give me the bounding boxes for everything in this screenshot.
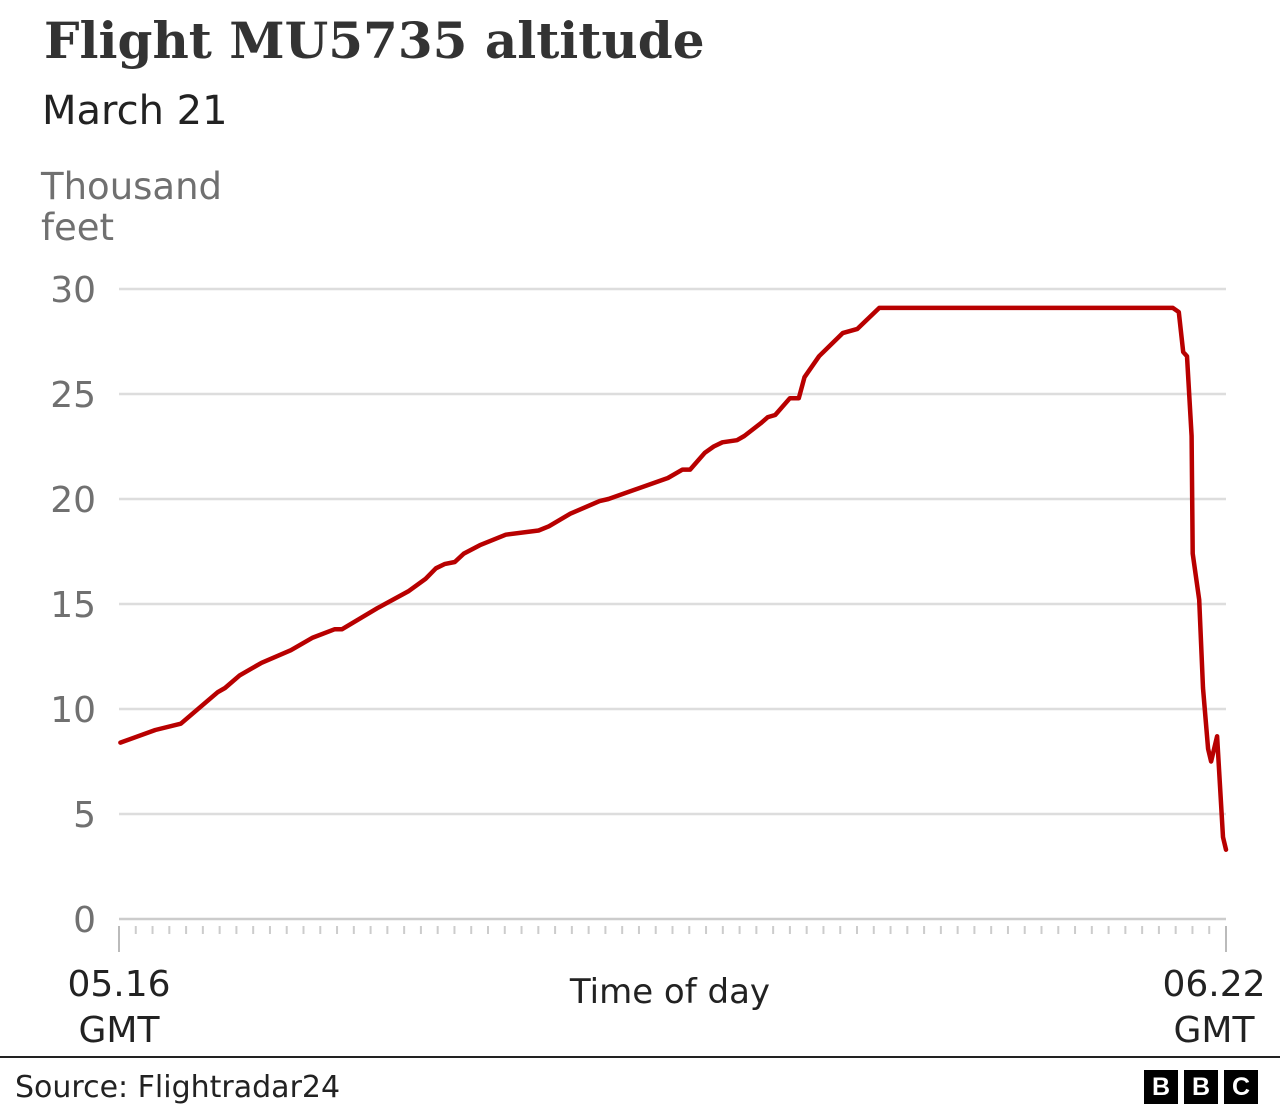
y-tick-label-25: 25 [50,375,96,416]
chart-title: Flight MU5735 altitude [44,11,705,70]
altitude-points [120,308,1226,850]
source-note: Source: Flightradar24 [15,1070,341,1105]
x-axis-labels: 05.16 GMT 06.22 GMT Time of day [67,964,1265,1051]
x-end-label-time: 06.22 [1162,964,1265,1005]
x-start-label-time: 05.16 [67,964,170,1005]
footer-divider [0,1056,1280,1058]
y-tick-label-5: 5 [73,795,96,836]
bbc-logo-block-2: B [1184,1070,1218,1104]
x-start-label-zone: GMT [79,1010,161,1051]
x-axis [118,926,1227,952]
altitude-chart: 0 5 10 15 20 25 30 05.16 GMT 06.22 GMT Time of… [50,270,1265,1051]
gridlines [119,287,1226,921]
y-axis-label: Thousand feet [41,165,223,249]
altitude-series-line [118,305,1229,852]
x-end-label-zone: GMT [1174,1010,1256,1051]
y-tick-label-0: 0 [73,900,96,941]
y-tick-label-10: 10 [50,690,96,731]
x-axis-title: Time of day [569,972,770,1012]
bbc-logo-block-3: C [1224,1070,1258,1104]
chart-subtitle: March 21 [42,88,228,134]
bbc-logo-block-1: B [1144,1070,1178,1104]
y-tick-label-30: 30 [50,270,96,311]
y-tick-labels: 0 5 10 15 20 25 30 [50,270,96,941]
y-tick-label-15: 15 [50,585,96,626]
y-tick-label-20: 20 [50,480,96,521]
